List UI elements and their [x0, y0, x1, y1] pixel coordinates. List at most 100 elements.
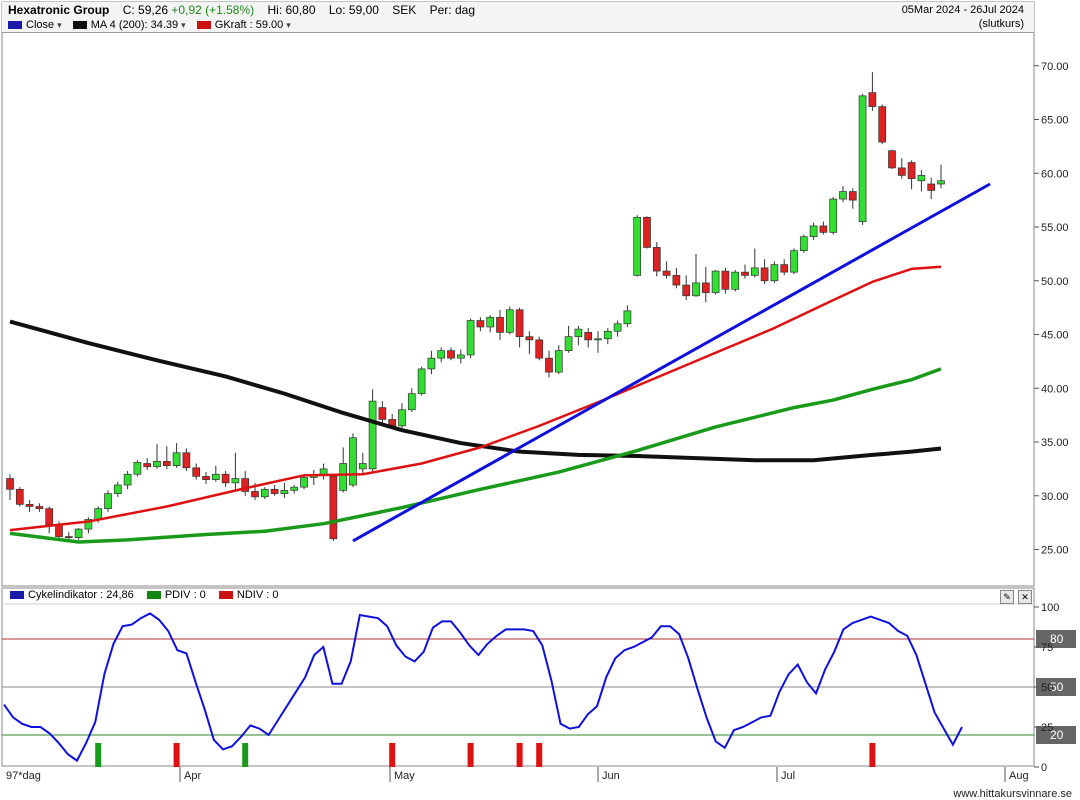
close-swatch — [8, 21, 22, 30]
candle-up — [790, 250, 798, 273]
candle-up — [358, 463, 367, 470]
candle-up — [133, 462, 142, 475]
candle-down — [701, 282, 710, 293]
candle-down — [878, 106, 887, 143]
candle-up — [280, 490, 289, 494]
period-label: 97*dag — [6, 770, 41, 782]
candle-down — [848, 191, 857, 201]
trend-line — [352, 182, 991, 543]
x-tick-label: Aug — [1009, 770, 1029, 782]
candle-down — [182, 452, 191, 469]
candle-down — [888, 150, 896, 169]
change-value: +0,92 (+1.58%) — [171, 3, 255, 17]
candle-up — [937, 180, 945, 185]
candle-up — [809, 225, 818, 238]
candle-down — [45, 508, 54, 526]
legend-ma-label: MA 4 (200): 34.39 — [90, 19, 179, 31]
y-tick-label: 45.00 — [1041, 330, 1069, 342]
candle-up — [437, 350, 446, 359]
candle-down — [447, 350, 455, 359]
candle-down — [672, 275, 681, 286]
legend-gkraft-label: GKraft : 59.00 — [214, 19, 284, 31]
legend-cykel[interactable]: Cykelindikator : 24,86 — [10, 589, 134, 601]
gkraft-line — [9, 265, 942, 532]
candle-down — [143, 463, 152, 468]
candle-up — [349, 437, 357, 486]
price-type: (slutkurs) — [978, 18, 1024, 30]
candle-down — [515, 309, 524, 337]
candle-up — [603, 330, 612, 340]
legend-pdiv[interactable]: PDIV : 0 — [146, 589, 206, 601]
candle-up — [594, 338, 602, 341]
dropdown-arrow-icon[interactable]: ▾ — [181, 20, 186, 30]
dropdown-arrow-icon[interactable]: ▾ — [286, 20, 291, 30]
close-icon[interactable]: ✕ — [1018, 590, 1032, 604]
candle-up — [623, 310, 632, 325]
ndiv-bar — [516, 743, 523, 767]
candle-up — [84, 519, 93, 530]
candle-up — [172, 452, 181, 466]
candle-up — [260, 488, 269, 498]
candle-down — [270, 488, 279, 494]
candle-down — [927, 183, 936, 191]
y-tick-label: 0 — [1041, 762, 1047, 774]
candle-down — [378, 407, 387, 420]
ma-swatch — [72, 21, 87, 30]
date-range: 05Mar 2024 - 26Jul 2024 — [901, 4, 1024, 16]
candle-down — [525, 336, 534, 341]
pdiv-swatch — [146, 591, 161, 600]
y-tick-label: 25 — [1041, 722, 1053, 734]
candle-up — [633, 216, 642, 276]
candle-down — [241, 478, 250, 492]
candle-up — [829, 198, 838, 233]
candle-down — [584, 332, 593, 341]
candle-up — [407, 393, 416, 411]
legend-ndiv-label: NDIV : 0 — [236, 589, 279, 601]
y-tick-label: 25.00 — [1041, 545, 1069, 557]
legend-gkraft[interactable]: GKraft : 59.00 ▾ — [196, 19, 299, 31]
legend-ma[interactable]: MA 4 (200): 34.39 ▾ — [72, 19, 194, 31]
candle-up — [417, 368, 426, 394]
y-tick-label: 50.00 — [1041, 276, 1069, 288]
cykel-line — [3, 612, 963, 763]
candle-up — [74, 528, 83, 539]
candle-down — [55, 524, 63, 537]
candle-down — [535, 339, 544, 359]
indicator-legend: Cykelindikator : 24,86 PDIV : 0 NDIV : 0… — [2, 588, 1034, 604]
x-tick-label: Apr — [184, 770, 201, 782]
y-tick-label: 70.00 — [1041, 61, 1069, 73]
reference-label-box — [1036, 630, 1076, 648]
candle-down — [192, 467, 201, 477]
candle-down — [721, 270, 730, 290]
candle-down — [652, 247, 661, 272]
candle-down — [162, 461, 171, 467]
candle-up — [153, 461, 161, 468]
reference-label-box — [1036, 678, 1076, 696]
candle-up — [339, 463, 348, 491]
candle-down — [741, 271, 749, 276]
candle-up — [554, 350, 563, 373]
price-panel-frame — [1, 1, 1035, 587]
ndiv-bar — [467, 743, 474, 767]
wrench-icon[interactable]: ✎ — [1000, 590, 1014, 604]
candle-down — [6, 478, 14, 490]
reference-label-box — [1036, 726, 1076, 744]
candle-up — [564, 336, 573, 351]
watermark: www.hittakursvinnare.se — [953, 788, 1072, 800]
legend-ndiv[interactable]: NDIV : 0 — [218, 589, 279, 601]
y-tick-label: 35.00 — [1041, 437, 1069, 449]
y-tick-label: 50 — [1041, 682, 1053, 694]
chart-header: Hexatronic Group C: 59,26 +0,92 (+1.58%)… — [2, 2, 1034, 33]
quote-line: Hexatronic Group C: 59,26 +0,92 (+1.58%)… — [8, 3, 475, 17]
candle-up — [486, 316, 495, 328]
close-value: C: 59,26 — [122, 3, 169, 17]
x-tick-label: Jun — [602, 770, 620, 782]
legend-close[interactable]: Close ▾ — [8, 19, 70, 31]
candle-up — [300, 477, 308, 488]
candle-up — [858, 95, 867, 222]
candle-down — [760, 267, 769, 282]
dropdown-arrow-icon[interactable]: ▾ — [57, 20, 62, 30]
candle-up — [398, 409, 406, 427]
candle-up — [290, 486, 299, 491]
